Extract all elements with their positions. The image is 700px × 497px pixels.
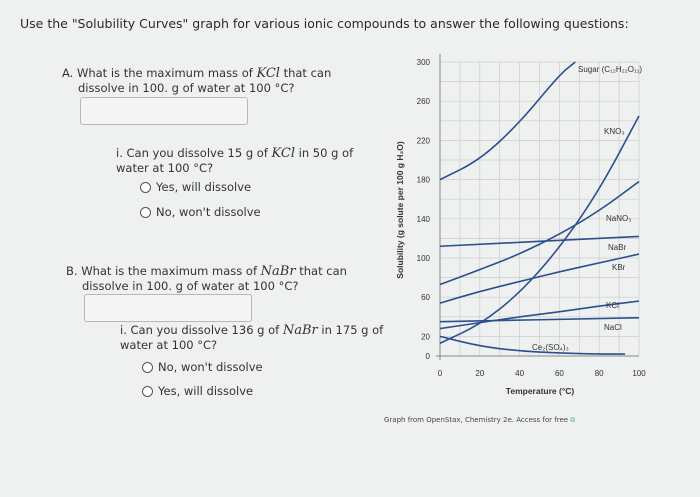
series-line (439, 115, 640, 344)
x-axis-label: Temperature (°C) (506, 386, 575, 396)
formula: NaBr (260, 264, 296, 279)
answer-a-input[interactable] (80, 97, 248, 125)
series-label: NaCl (604, 323, 622, 332)
q-text: i. Can you dissolve 136 g of (120, 323, 283, 337)
q-text: i. Can you dissolve 15 g of (116, 146, 272, 160)
formula: KCl (256, 66, 280, 81)
series-line (439, 180, 640, 286)
x-tick-label: 100 (632, 369, 646, 378)
q-text: that can (279, 66, 332, 80)
radio-circle[interactable] (140, 206, 151, 218)
formula: KCl (271, 146, 296, 161)
q-text: dissolve in 100. g of water at 100 °C? (78, 81, 295, 95)
radio-circle[interactable] (140, 181, 151, 193)
question-a-i: i. Can you dissolve 15 g of KCl in 50 g … (116, 146, 353, 176)
q-text: water at 100 °C? (120, 338, 218, 352)
radio-label: Yes, will dissolve (156, 180, 252, 194)
y-tick-label: 140 (417, 215, 431, 224)
series-label: KNO₃ (604, 127, 625, 136)
y-tick-label: 180 (417, 176, 431, 185)
radio-circle[interactable] (142, 361, 153, 373)
q-text: that can (295, 264, 347, 278)
series-label: NaNO₃ (606, 214, 631, 223)
series-label: KCl (606, 301, 619, 310)
radio-circle[interactable] (142, 385, 153, 397)
y-tick-label: 20 (421, 332, 430, 341)
external-link-icon[interactable]: ⧉ (570, 416, 576, 424)
q-text: water at 100 °C? (116, 161, 214, 175)
question-b: B. What is the maximum mass of NaBr that… (66, 264, 347, 294)
x-tick-label: 40 (515, 369, 524, 378)
series-line (439, 61, 576, 181)
series-line (439, 335, 626, 355)
x-tick-label: 60 (555, 369, 564, 378)
series-label: KBr (612, 263, 626, 272)
y-axis-label: Solubility (g solute per 100 g H₂O) (395, 141, 405, 279)
question-b-i: i. Can you dissolve 136 g of NaBr in 175… (120, 323, 383, 353)
radio-a-no[interactable]: No, won't dissolve (140, 205, 261, 219)
series-label: Sugar (C₁₂H₂₂O₁₁) (578, 65, 642, 74)
question-a: A. What is the maximum mass of KCl that … (62, 66, 331, 96)
x-tick-label: 80 (595, 369, 604, 378)
radio-label: Yes, will dissolve (158, 384, 254, 398)
radio-b-yes[interactable]: Yes, will dissolve (142, 384, 253, 398)
y-tick-label: 300 (417, 58, 431, 67)
radio-label: No, won't dissolve (156, 205, 261, 219)
y-tick-label: 60 (421, 293, 430, 302)
formula: NaBr (282, 323, 318, 338)
answer-b-input[interactable] (84, 294, 252, 322)
graph-credit: Graph from OpenStax, Chemistry 2e. Acces… (384, 416, 575, 425)
series-label: Ce₂(SO₄)₃ (532, 343, 569, 352)
x-tick-label: 0 (438, 369, 443, 378)
x-tick-label: 20 (475, 369, 484, 378)
series-line (439, 300, 640, 330)
instructions: Use the "Solubility Curves" graph for va… (20, 16, 629, 31)
y-tick-label: 260 (417, 97, 431, 106)
y-tick-label: 0 (426, 352, 431, 361)
credit-text: Graph from OpenStax, Chemistry 2e. Acces… (384, 416, 569, 424)
y-tick-label: 220 (417, 136, 431, 145)
q-text: dissolve in 100. g of water at 100 °C? (82, 279, 299, 293)
y-tick-label: 100 (417, 254, 431, 263)
q-text: A. What is the maximum mass of (62, 66, 257, 80)
radio-b-no[interactable]: No, won't dissolve (142, 360, 263, 374)
radio-a-yes[interactable]: Yes, will dissolve (140, 180, 251, 194)
radio-label: No, won't dissolve (158, 360, 263, 374)
q-text: in 175 g of (317, 323, 384, 337)
series-line (439, 316, 640, 323)
series-line (439, 253, 640, 304)
q-text: in 50 g of (295, 146, 354, 160)
series-line (439, 235, 640, 248)
series-label: NaBr (608, 243, 627, 252)
q-text: B. What is the maximum mass of (66, 264, 261, 278)
